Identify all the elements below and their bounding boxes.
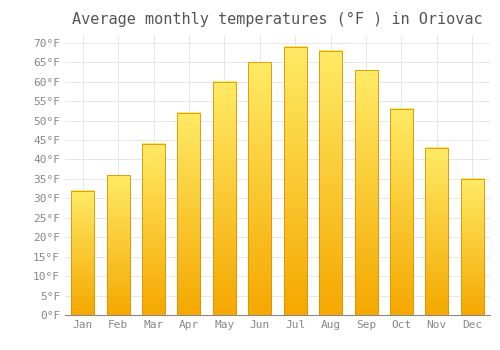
- Bar: [426, 148, 448, 315]
- Bar: [213, 82, 236, 315]
- Bar: [71, 190, 94, 315]
- Bar: [354, 70, 378, 315]
- Bar: [106, 175, 130, 315]
- Bar: [319, 50, 342, 315]
- Bar: [461, 179, 484, 315]
- Bar: [284, 47, 306, 315]
- Title: Average monthly temperatures (°F ) in Oriovac: Average monthly temperatures (°F ) in Or…: [72, 12, 483, 27]
- Bar: [178, 113, 201, 315]
- Bar: [248, 62, 272, 315]
- Bar: [390, 109, 413, 315]
- Bar: [142, 144, 165, 315]
